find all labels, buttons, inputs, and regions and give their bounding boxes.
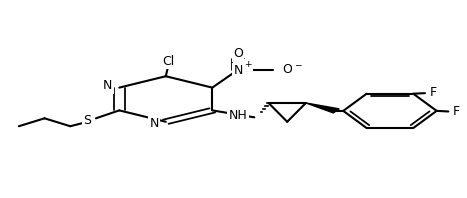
Polygon shape [306,103,339,113]
Text: N: N [149,117,159,130]
Text: +: + [245,60,252,69]
Text: F: F [453,105,460,118]
Text: NH: NH [229,109,248,122]
Text: O: O [282,63,292,76]
Text: N: N [103,79,112,92]
Text: Cl: Cl [162,55,174,68]
Text: −: − [294,60,301,69]
Text: O: O [233,48,243,60]
Text: F: F [429,86,437,99]
Text: N: N [234,64,243,77]
Text: S: S [84,114,92,127]
